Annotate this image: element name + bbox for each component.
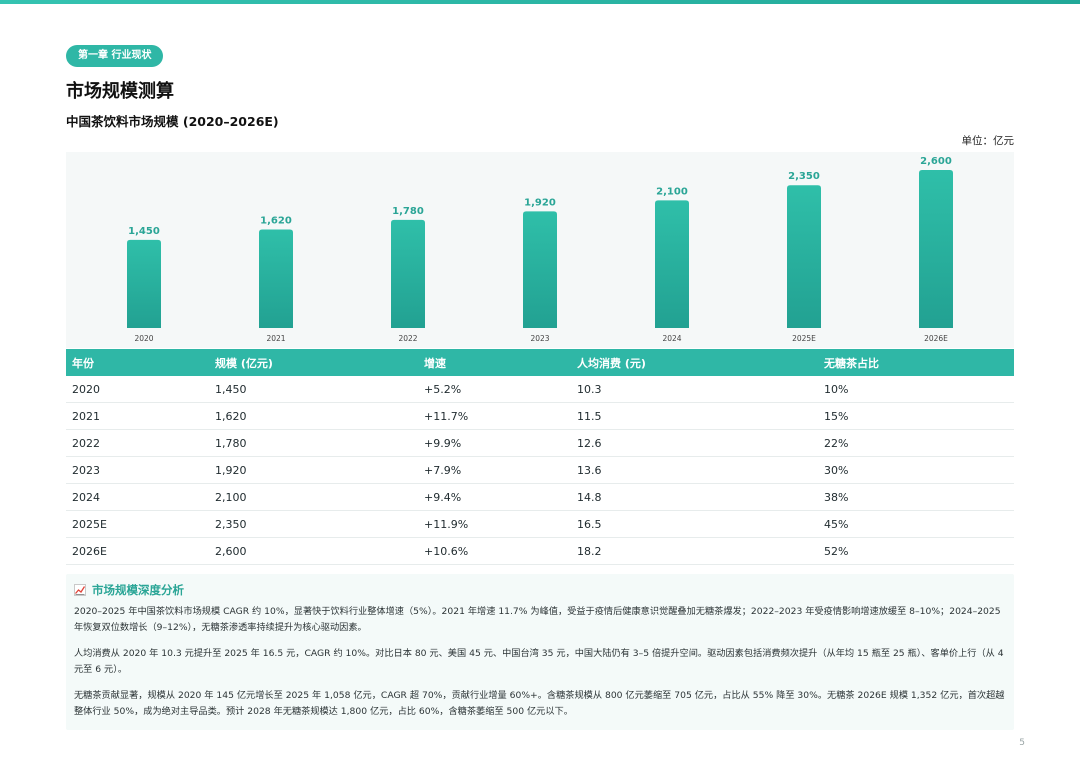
bar-value-label: 1,780 <box>392 206 424 217</box>
table-header-row: 年份 规模 (亿元) 增速 人均消费 (元) 无糖茶占比 <box>66 349 1014 376</box>
bar-value-label: 1,450 <box>128 226 160 237</box>
bar-2025E <box>787 185 821 328</box>
table-header-cell: 年份 <box>66 349 209 376</box>
bar-value-label: 2,100 <box>656 186 688 197</box>
unit-label: 单位：亿元 <box>961 135 1015 147</box>
bar-2021 <box>259 229 293 328</box>
bar-2023 <box>523 211 557 328</box>
bar-2024 <box>655 200 689 328</box>
x-tick-label: 2026E <box>924 334 948 343</box>
x-tick-label: 2022 <box>398 334 417 343</box>
table-cell: 1,450 <box>209 376 418 403</box>
table-cell: 2024 <box>66 483 209 511</box>
table-cell: 18.2 <box>571 537 818 565</box>
table-cell: 12.6 <box>571 429 818 457</box>
bar-value-label: 1,920 <box>524 197 556 208</box>
table-cell: 1,780 <box>209 429 418 457</box>
analysis-paragraph: 2020–2025 年中国茶饮料市场规模 CAGR 约 10%，显著快于饮料行业… <box>74 606 1001 633</box>
table-header-cell: 人均消费 (元) <box>571 349 818 376</box>
bar-value-label: 2,350 <box>788 171 820 182</box>
table-row: 2025E 2,350 +11.9% 16.5 45% <box>66 510 1014 538</box>
table-cell: +10.6% <box>418 537 571 565</box>
page-number: 5 <box>1019 738 1025 748</box>
bar-2022 <box>391 219 425 328</box>
table-cell: +7.9% <box>418 456 571 484</box>
table-row: 2022 1,780 +9.9% 12.6 22% <box>66 429 1014 457</box>
chapter-badge: 第一章 行业现状 <box>66 45 164 67</box>
table-cell: 45% <box>818 510 1014 538</box>
table-cell: 38% <box>818 483 1014 511</box>
x-tick-label: 2020 <box>134 334 153 343</box>
table-cell: 10.3 <box>571 376 818 403</box>
table-cell: 2023 <box>66 456 209 484</box>
table-row: 2020 1,450 +5.2% 10.3 10% <box>66 376 1014 403</box>
x-tick-label: 2021 <box>266 334 285 343</box>
table-row: 2023 1,920 +7.9% 13.6 30% <box>66 456 1014 484</box>
table-cell: 11.5 <box>571 402 818 430</box>
chart-title: 中国茶饮料市场规模 (2020–2026E) <box>66 114 279 129</box>
table-cell: +11.7% <box>418 402 571 430</box>
table-cell: 2020 <box>66 376 209 403</box>
table-cell: 30% <box>818 456 1014 484</box>
analysis-title-text: 市场规模深度分析 <box>92 583 184 597</box>
table-cell: +9.9% <box>418 429 571 457</box>
analysis-title: 市场规模深度分析 <box>74 582 1006 598</box>
analysis-paragraph: 无糖茶贡献显著，规模从 2020 年 145 亿元增长至 2025 年 1,05… <box>74 690 1005 717</box>
table-cell: 15% <box>818 402 1014 430</box>
table-cell: 52% <box>818 537 1014 565</box>
page-title: 市场规模测算 <box>66 81 174 102</box>
table-row: 2021 1,620 +11.7% 11.5 15% <box>66 402 1014 430</box>
table-cell: 22% <box>818 429 1014 457</box>
table-cell: 2025E <box>66 510 209 538</box>
bar-2026E <box>919 170 953 328</box>
table-cell: +9.4% <box>418 483 571 511</box>
table-cell: 2,100 <box>209 483 418 511</box>
table-header-cell: 增速 <box>418 349 571 376</box>
bar-chart: 1,450 2020 1,620 2021 1,780 2022 1,920 2023 2,10… <box>66 152 1014 348</box>
table-cell: 14.8 <box>571 483 818 511</box>
bar-chart-svg: 1,450 2020 1,620 2021 1,780 2022 1,920 2023 2,10… <box>127 156 953 343</box>
table-header-cell: 规模 (亿元) <box>209 349 418 376</box>
table-cell: 2022 <box>66 429 209 457</box>
table-row: 2024 2,100 +9.4% 14.8 38% <box>66 483 1014 511</box>
x-tick-label: 2025E <box>792 334 816 343</box>
table-cell: 2,350 <box>209 510 418 538</box>
bar-2020 <box>127 239 161 328</box>
table-cell: 1,920 <box>209 456 418 484</box>
table-cell: +5.2% <box>418 376 571 403</box>
table-cell: 13.6 <box>571 456 818 484</box>
table-header-cell: 无糖茶占比 <box>818 349 1014 376</box>
table-cell: 16.5 <box>571 510 818 538</box>
bar-value-label: 1,620 <box>260 216 292 227</box>
analysis-paragraph: 人均消费从 2020 年 10.3 元提升至 2025 年 16.5 元，CAG… <box>74 648 1004 675</box>
table-cell: 2021 <box>66 402 209 430</box>
table-cell: +11.9% <box>418 510 571 538</box>
table-cell: 10% <box>818 376 1014 403</box>
market-size-table: 年份 规模 (亿元) 增速 人均消费 (元) 无糖茶占比 2020 1,450 +5.2% 1… <box>66 349 1014 565</box>
table-row: 2026E 2,600 +10.6% 18.2 52% <box>66 537 1014 565</box>
x-tick-label: 2024 <box>662 334 681 343</box>
x-tick-label: 2023 <box>530 334 549 343</box>
chart-icon <box>74 584 86 596</box>
analysis-box: 市场规模深度分析 2020–2025 年中国茶饮料市场规模 CAGR 约 10%… <box>66 574 1014 730</box>
top-accent-bar <box>0 0 1080 4</box>
table-cell: 1,620 <box>209 402 418 430</box>
table-cell: 2,600 <box>209 537 418 565</box>
table-cell: 2026E <box>66 537 209 565</box>
bar-value-label: 2,600 <box>920 156 952 167</box>
